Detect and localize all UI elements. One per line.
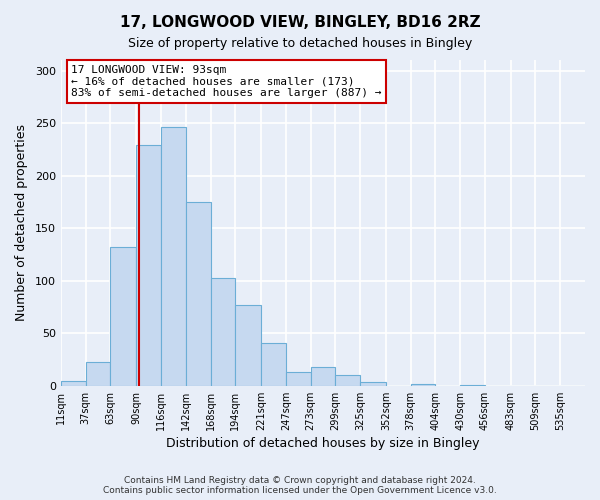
X-axis label: Distribution of detached houses by size in Bingley: Distribution of detached houses by size …	[166, 437, 480, 450]
Bar	[235, 305, 261, 386]
Y-axis label: Number of detached properties: Number of detached properties	[15, 124, 28, 322]
Text: Contains HM Land Registry data © Crown copyright and database right 2024.
Contai: Contains HM Land Registry data © Crown c…	[103, 476, 497, 495]
Bar	[110, 247, 136, 386]
Bar	[311, 367, 335, 386]
Bar	[286, 372, 311, 386]
Bar	[161, 128, 186, 386]
Text: Size of property relative to detached houses in Bingley: Size of property relative to detached ho…	[128, 38, 472, 51]
Bar	[136, 145, 161, 386]
Bar	[211, 278, 235, 386]
Text: 17, LONGWOOD VIEW, BINGLEY, BD16 2RZ: 17, LONGWOOD VIEW, BINGLEY, BD16 2RZ	[119, 15, 481, 30]
Bar	[261, 342, 286, 386]
Bar	[460, 385, 485, 386]
Bar	[410, 384, 436, 386]
Bar	[186, 202, 211, 386]
Bar	[335, 376, 360, 386]
Text: 17 LONGWOOD VIEW: 93sqm
← 16% of detached houses are smaller (173)
83% of semi-d: 17 LONGWOOD VIEW: 93sqm ← 16% of detache…	[71, 65, 382, 98]
Bar	[61, 380, 86, 386]
Bar	[86, 362, 110, 386]
Bar	[360, 382, 386, 386]
